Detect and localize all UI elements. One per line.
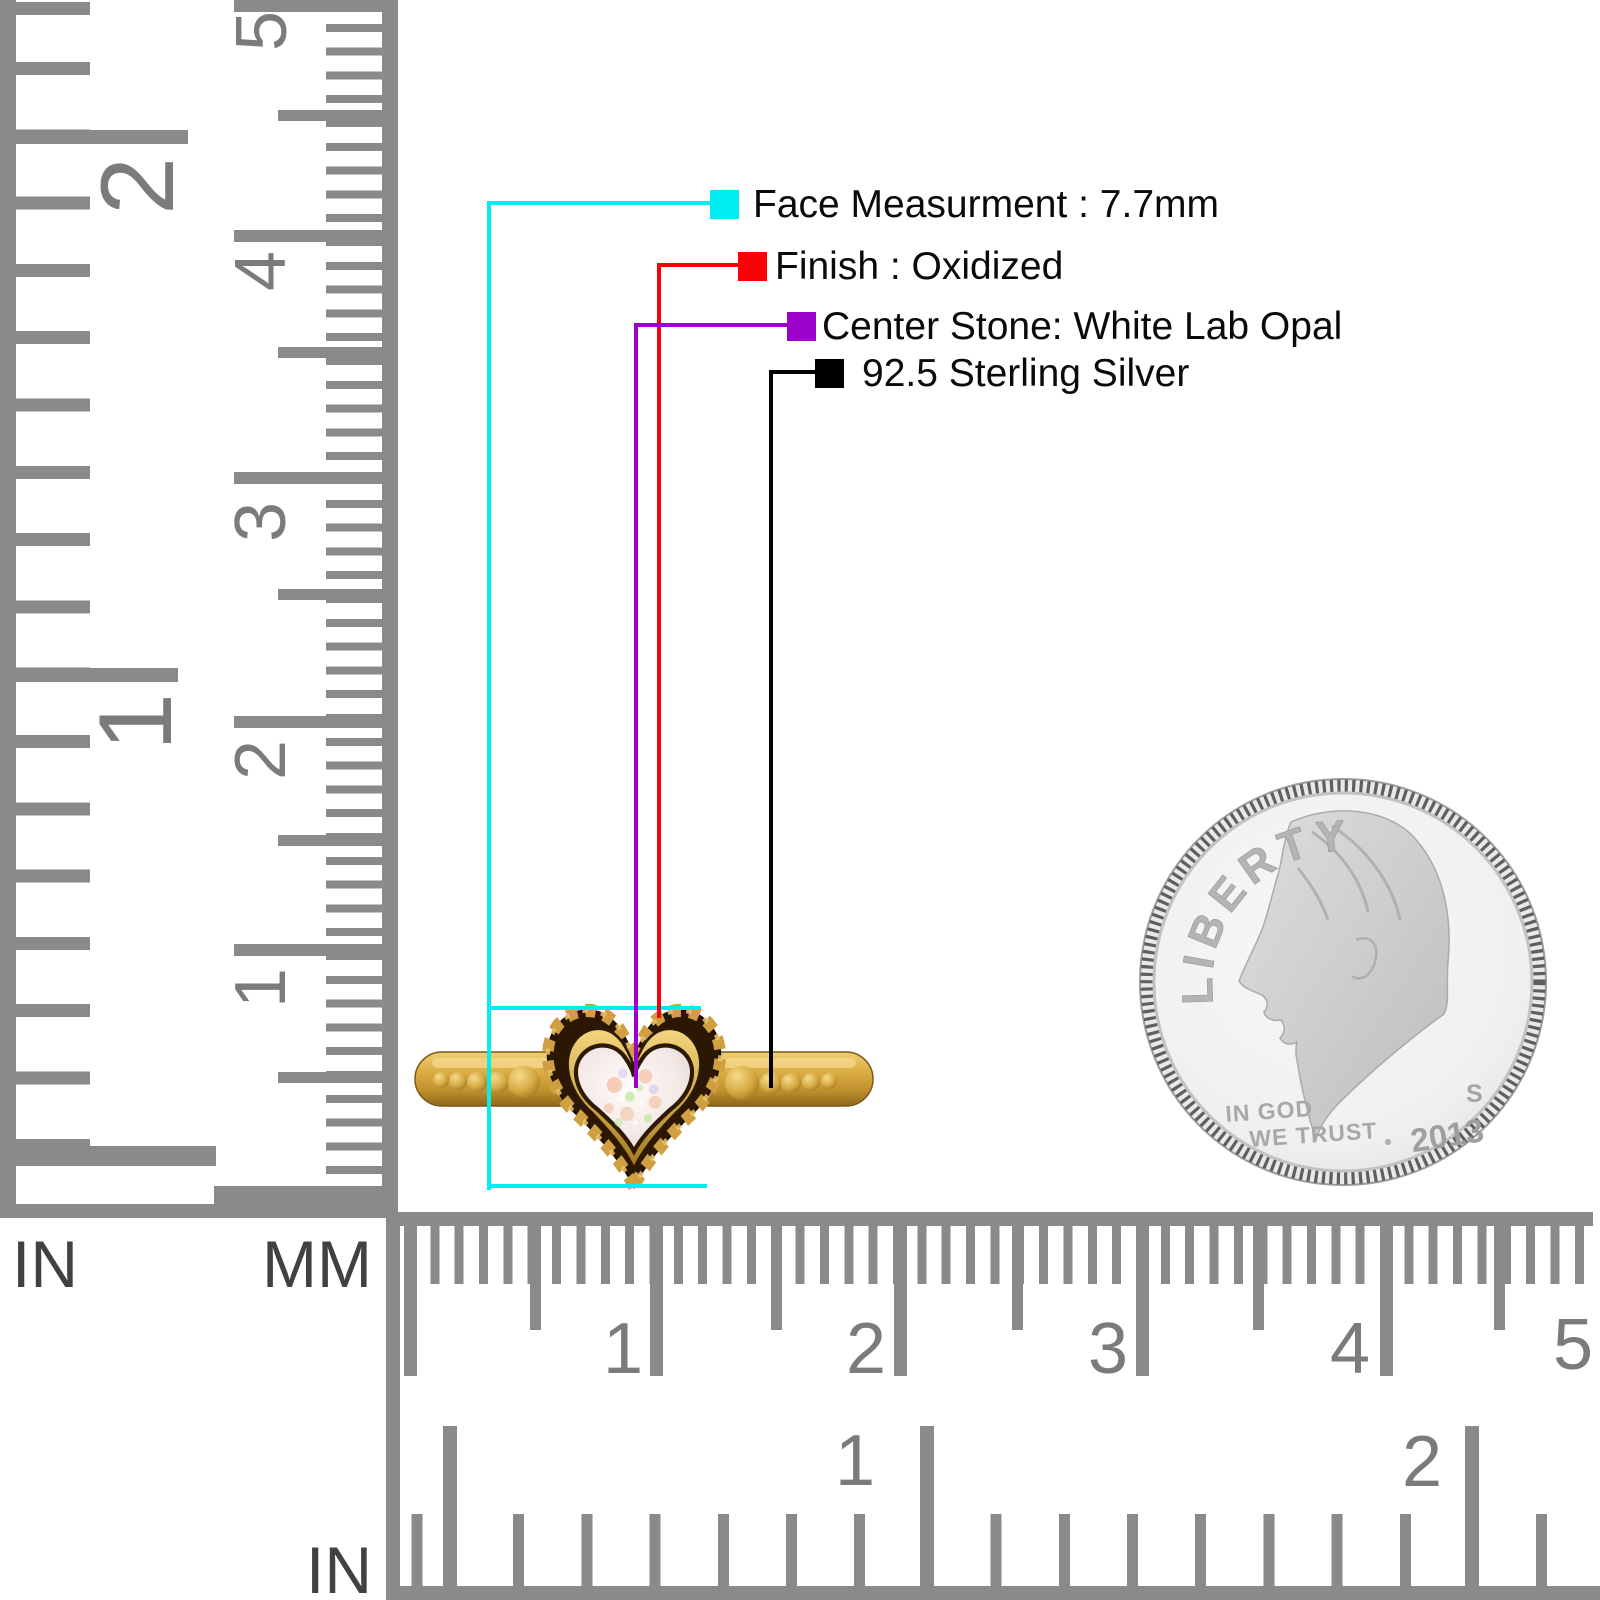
inch-tick-0 (16, 1146, 216, 1166)
inch-tick-0 (443, 1426, 457, 1586)
cm-tick-0 (214, 1186, 382, 1204)
cm-tick-1 (650, 1226, 663, 1376)
cm-label: 1 (221, 967, 301, 1009)
inch-label: 2 (1401, 1422, 1443, 1502)
coin-mint-mark: S (1466, 1080, 1483, 1108)
bottom-ruler-left-bar (386, 1212, 400, 1600)
cm-tick-3 (1136, 1226, 1149, 1376)
finish-callout-line-horizontal (657, 263, 738, 267)
half-cm-tick (278, 347, 382, 358)
designer-initials-mark (1385, 1139, 1391, 1145)
metal-callout-line-vertical (769, 370, 773, 1088)
bottom-ruler-inch-unit: IN (306, 1533, 372, 1600)
metal-callout-swatch (815, 359, 844, 388)
half-cm-tick (1494, 1226, 1505, 1330)
cm-tick-5 (234, 0, 382, 12)
half-cm-tick (771, 1226, 782, 1330)
left-ruler-mm-minor-ticks (326, 0, 382, 1204)
left-ruler-inch-minor-ticks (16, 0, 90, 1204)
finish-callout-swatch (738, 252, 767, 281)
coin-motto-line1: IN GOD (1225, 1095, 1314, 1127)
stone-callout-line-vertical (634, 323, 638, 1088)
cm-label: 1 (602, 1309, 644, 1389)
dime-image: LIBERTY IN GOD WE TRUST 2013 S (1139, 778, 1547, 1186)
face-measure-bracket-bottom (489, 1184, 707, 1188)
cm-label: 3 (1087, 1309, 1129, 1389)
face-callout-line-vertical (487, 201, 491, 1190)
half-cm-tick (278, 110, 382, 121)
cm-label: 4 (221, 250, 301, 292)
cm-tick-4 (1380, 1226, 1393, 1376)
stone-callout-line-horizontal (634, 323, 787, 327)
left-ruler-edge-bar (0, 0, 16, 1218)
inch-tick-1 (920, 1426, 934, 1586)
cm-tick-1 (234, 944, 382, 956)
left-ruler-bottom-bar (0, 1204, 398, 1218)
left-ruler-mm-unit: MM (262, 1227, 372, 1301)
face-measurement-label: Face Measurment : 7.7mm (753, 183, 1219, 226)
cm-label: 4 (1329, 1309, 1371, 1389)
inch-label: 2 (79, 157, 196, 215)
bottom-ruler-bottom-bar (386, 1586, 1600, 1600)
inch-tick-2 (16, 130, 188, 144)
cm-tick-2 (894, 1226, 907, 1376)
bottom-ruler: 1 2 3 4 5 1 2 (386, 1212, 1600, 1600)
inch-tick-1 (16, 668, 178, 682)
half-cm-tick (278, 835, 382, 846)
face-callout-line-horizontal (487, 201, 710, 205)
left-ruler-inch-unit: IN (12, 1227, 78, 1301)
cm-tick-2 (234, 716, 382, 728)
coin-reeding (1140, 779, 1546, 1185)
half-cm-tick (1012, 1226, 1023, 1330)
opal-speckles (603, 1068, 662, 1127)
finish-callout-line-vertical (657, 263, 661, 1018)
cm-label: 5 (222, 10, 302, 52)
left-ruler-right-bar (382, 0, 398, 1204)
face-measure-bracket-top (489, 1006, 701, 1010)
stone-callout-swatch (787, 312, 816, 341)
half-cm-tick (530, 1226, 541, 1330)
center-stone-label: Center Stone: White Lab Opal (822, 305, 1343, 348)
ring-image (414, 1003, 874, 1201)
cm-label: 2 (221, 739, 301, 781)
cm-tick-3 (234, 472, 382, 484)
half-cm-tick (1253, 1226, 1264, 1330)
metal-label: 92.5 Sterling Silver (862, 352, 1190, 395)
half-cm-tick (278, 1072, 382, 1083)
left-ruler: 2 1 5 4 3 2 1 (0, 0, 398, 1218)
cm-label: 3 (221, 501, 301, 543)
bottom-ruler-inch-minor-ticks (400, 1514, 1593, 1586)
roosevelt-portrait (1238, 810, 1450, 1143)
inch-label: 1 (77, 693, 194, 751)
face-callout-swatch (710, 190, 739, 219)
cm-label: 2 (845, 1309, 887, 1389)
metal-callout-line-horizontal (769, 370, 815, 374)
cm-tick-0 (404, 1226, 417, 1376)
half-cm-tick (278, 589, 382, 600)
hair-detail (1296, 824, 1402, 980)
bottom-ruler-top-bar (388, 1212, 1593, 1226)
bottom-ruler-mm-minor-ticks (400, 1226, 1593, 1284)
cm-tick-4 (234, 230, 382, 242)
inch-tick-2 (1465, 1426, 1479, 1586)
cm-label: 5 (1552, 1305, 1594, 1385)
finish-label: Finish : Oxidized (775, 245, 1064, 288)
inch-label: 1 (834, 1421, 876, 1501)
